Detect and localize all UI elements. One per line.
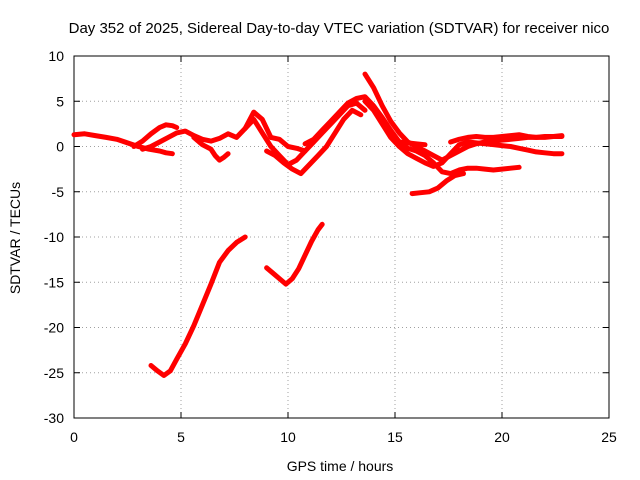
y-tick-label: -10 bbox=[44, 229, 64, 245]
x-tick-label: 10 bbox=[280, 429, 296, 445]
x-tick-label: 5 bbox=[177, 429, 185, 445]
series-line-track-11 bbox=[396, 139, 428, 148]
series-line-track-13 bbox=[448, 132, 565, 145]
x-axis: 0 5 10 15 20 25 bbox=[70, 56, 617, 445]
series-line-track-1 bbox=[71, 131, 175, 157]
y-tick-label: 10 bbox=[48, 48, 64, 64]
series-line-track-9 bbox=[362, 71, 565, 163]
series-line-track-7 bbox=[268, 134, 308, 154]
series-line-track-2 bbox=[131, 122, 180, 149]
series-line-track-6 bbox=[264, 107, 364, 177]
x-tick-label: 25 bbox=[601, 429, 617, 445]
x-tick-label: 0 bbox=[70, 429, 78, 445]
y-tick-label: 0 bbox=[56, 139, 64, 155]
y-tick-label: 5 bbox=[56, 93, 64, 109]
x-tick-label: 20 bbox=[494, 429, 510, 445]
series-group bbox=[71, 71, 565, 378]
grid-lines bbox=[74, 56, 609, 418]
series-line-track-15 bbox=[264, 221, 325, 287]
y-tick-label: -25 bbox=[44, 365, 64, 381]
y-tick-label: -30 bbox=[44, 410, 64, 426]
y-tick-label: -5 bbox=[52, 184, 65, 200]
chart-title: Day 352 of 2025, Sidereal Day-to-day VTE… bbox=[69, 20, 610, 37]
y-axis-label: SDTVAR / TECUs bbox=[7, 182, 23, 294]
series-line-track-12 bbox=[409, 171, 466, 197]
series-line-track-3 bbox=[140, 109, 274, 152]
y-tick-label: -20 bbox=[44, 320, 64, 336]
series-line-track-4 bbox=[191, 134, 231, 163]
series-line-track-8 bbox=[302, 94, 522, 177]
series-line-track-10 bbox=[362, 98, 565, 169]
x-axis-label: GPS time / hours bbox=[287, 458, 394, 474]
series-line-track-14 bbox=[148, 234, 248, 378]
y-tick-label: -15 bbox=[44, 274, 64, 290]
y-axis: -30 -25 -20 -15 -10 -5 0 5 10 bbox=[44, 48, 609, 426]
x-tick-label: 15 bbox=[387, 429, 403, 445]
